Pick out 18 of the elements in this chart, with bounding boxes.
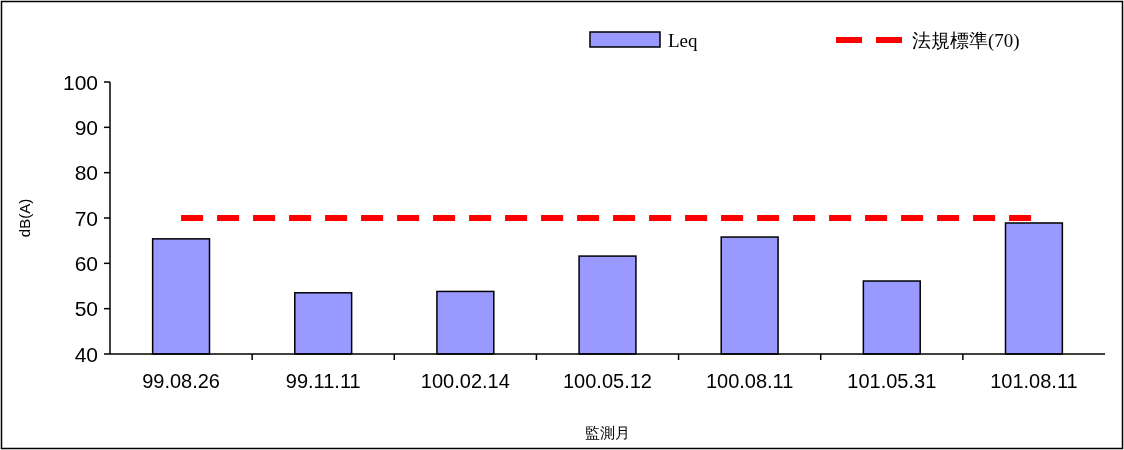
- legend-label: Leq: [668, 29, 699, 51]
- x-tick-label: 99.08.26: [142, 370, 220, 392]
- y-tick-label: 90: [74, 115, 98, 139]
- x-tick-label: 100.05.12: [563, 370, 652, 392]
- x-tick-label: 101.08.11: [990, 370, 1078, 392]
- y-axis-title: dB(A): [16, 198, 33, 238]
- y-tick-label: 70: [74, 206, 98, 230]
- x-tick-label: 101.05.31: [847, 370, 937, 392]
- y-tick-label: 40: [74, 342, 98, 366]
- y-tick-label: 100: [62, 70, 98, 94]
- x-axis-title: 監測月: [585, 425, 630, 441]
- y-tick-label: 50: [74, 297, 98, 321]
- x-tick-label: 100.02.14: [420, 370, 510, 392]
- x-tick-label: 99.11.11: [285, 370, 361, 392]
- y-tick-label: 80: [74, 161, 98, 185]
- legend-label: 法規標準(70): [912, 29, 1020, 52]
- x-tick-label: 100.08.11: [705, 370, 794, 392]
- y-tick-label: 60: [74, 251, 98, 275]
